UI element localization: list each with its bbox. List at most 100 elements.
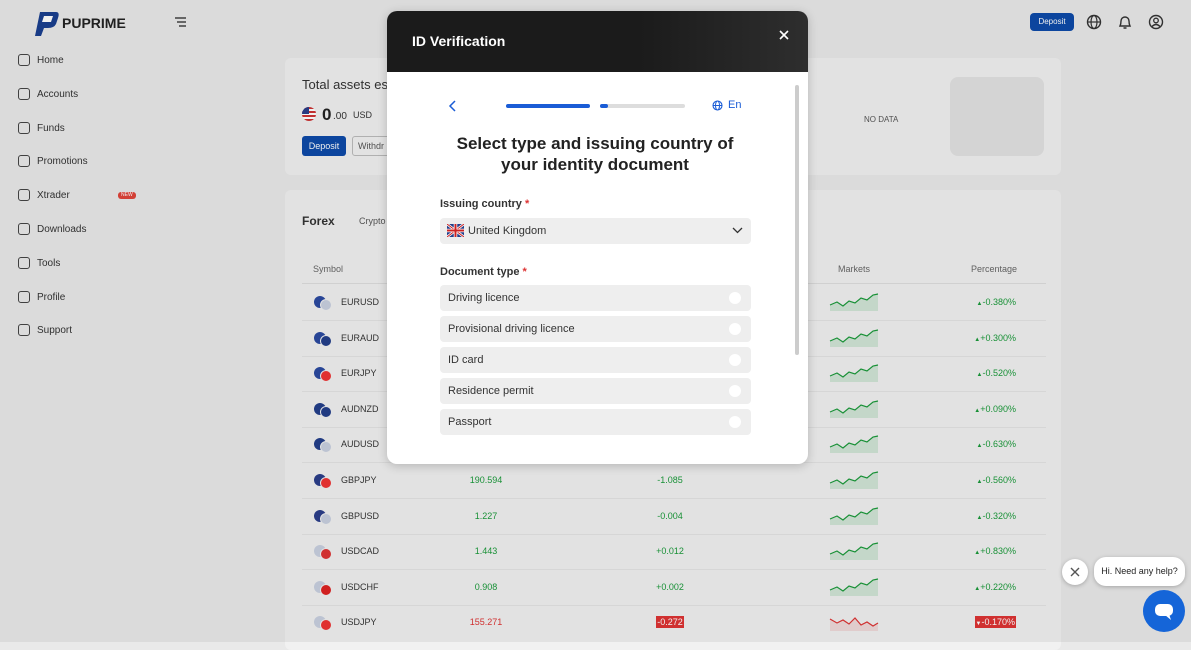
nav-icon <box>18 54 30 66</box>
price: 155.271 <box>469 617 503 628</box>
language-icon[interactable] <box>1086 14 1102 30</box>
country-select[interactable]: United Kingdom <box>440 218 751 244</box>
nav-item[interactable]: Promotions <box>37 156 88 168</box>
flag <box>320 583 332 596</box>
field-label: Document type * <box>440 266 527 278</box>
price: 0.908 <box>474 581 498 592</box>
option-label: ID card <box>448 354 484 366</box>
sparkline <box>829 507 879 525</box>
close-button[interactable] <box>778 29 790 41</box>
nav-icon <box>18 87 30 100</box>
nav-item[interactable]: Funds <box>37 122 65 134</box>
profile-icon[interactable] <box>1148 14 1164 30</box>
chat-bubble[interactable]: Hi. Need any help? <box>1094 557 1185 586</box>
chat-close[interactable] <box>1062 559 1088 585</box>
nav-item[interactable]: Tools <box>37 257 61 269</box>
scrollbar[interactable] <box>795 85 799 355</box>
tab-crypto[interactable]: Crypto <box>359 216 386 226</box>
option-label: Provisional driving licence <box>448 323 575 335</box>
nav-icon <box>18 290 30 303</box>
nav-icon <box>18 223 30 235</box>
price: 1.443 <box>474 546 498 557</box>
document-option[interactable]: ID card <box>440 347 751 373</box>
column-header: Percentage <box>971 264 1018 274</box>
symbol[interactable]: EURJPY <box>341 368 377 379</box>
radio[interactable] <box>729 385 741 397</box>
sparkline <box>829 329 879 347</box>
nav-item[interactable]: Profile <box>37 291 66 303</box>
menu-toggle[interactable] <box>174 16 187 28</box>
change-value: +0.002 <box>656 581 684 592</box>
document-option[interactable]: Residence permit <box>440 378 751 404</box>
logo-icon <box>35 12 59 36</box>
symbol[interactable]: GBPJPY <box>341 475 377 485</box>
field-label: Issuing country * <box>440 198 529 210</box>
change: -0.004 <box>630 511 710 521</box>
percentage: ▲-0.320% <box>936 511 1016 521</box>
chevron <box>732 227 743 234</box>
percentage: ▲-0.560% <box>936 475 1016 485</box>
nav-item[interactable]: Home <box>37 55 64 66</box>
required-mark: * <box>522 266 527 278</box>
sparkline <box>829 293 879 311</box>
assets-decimals: .00 <box>333 111 347 122</box>
assets-amount: 0 <box>322 105 332 124</box>
notification-icon[interactable] <box>1117 14 1133 30</box>
back-button[interactable] <box>448 100 458 112</box>
sparkline <box>829 435 879 454</box>
radio[interactable] <box>729 416 741 428</box>
nav-icon <box>18 324 30 337</box>
uk-flag <box>447 224 464 237</box>
nav-item[interactable]: Accounts <box>37 88 79 100</box>
top-deposit-button[interactable]: Deposit <box>1030 13 1074 31</box>
symbol[interactable]: GBPUSD <box>341 510 380 521</box>
radio[interactable] <box>729 292 741 304</box>
symbol[interactable]: AUDUSD <box>341 439 380 450</box>
column-header: Symbol <box>313 264 344 274</box>
usd-flag <box>302 107 316 121</box>
document-option[interactable]: Passport <box>440 409 751 435</box>
symbol[interactable]: EURAUD <box>341 332 380 343</box>
symbol[interactable]: USDCHF <box>341 581 379 592</box>
sparkline <box>829 578 879 596</box>
deposit-button[interactable]: Deposit <box>302 136 346 156</box>
percentage: ▲+0.220% <box>936 582 1016 592</box>
column-header: Markets <box>838 264 871 274</box>
change: +0.012 <box>630 546 710 556</box>
percentage: ▼-0.170% <box>936 616 1016 629</box>
symbol[interactable]: USDCAD <box>341 546 380 557</box>
nav-badge: NEW <box>118 192 136 200</box>
percentage-value: ▼-0.170% <box>974 616 1016 629</box>
percentage-value: ▲-0.560% <box>976 475 1016 485</box>
price: 190.594 <box>469 475 503 485</box>
document-option[interactable]: Provisional driving licence <box>440 316 751 342</box>
chat-launcher[interactable] <box>1143 590 1185 632</box>
language-icon[interactable] <box>712 100 723 111</box>
modal-header <box>387 11 808 72</box>
assets-title: Total assets esti <box>302 77 395 92</box>
document-option[interactable]: Driving licence <box>440 285 751 311</box>
symbol[interactable]: AUDNZD <box>341 403 379 414</box>
modal-heading: Select type and issuing country of your … <box>456 134 734 174</box>
id-verification-modal: ID Verification En Select type and issui… <box>387 11 808 464</box>
logo-text: PUPRIME <box>62 15 126 31</box>
change-value: -0.004 <box>657 510 683 521</box>
sparkline <box>829 471 879 489</box>
change: -0.272 <box>630 616 710 629</box>
radio[interactable] <box>729 323 741 335</box>
option-label: Passport <box>448 416 492 428</box>
change-value: +0.012 <box>656 546 684 557</box>
flag <box>320 405 332 418</box>
row-divider <box>302 604 1046 606</box>
flag <box>320 334 332 347</box>
percentage: ▲+0.300% <box>936 333 1016 343</box>
symbol[interactable]: USDJPY <box>341 617 377 628</box>
nav-item[interactable]: Downloads <box>37 224 87 235</box>
nav-item[interactable]: Xtrader <box>37 190 70 202</box>
symbol[interactable]: EURUSD <box>341 297 380 307</box>
tab-forex[interactable]: Forex <box>302 214 335 228</box>
radio[interactable] <box>729 354 741 366</box>
nav-item[interactable]: Support <box>37 325 73 337</box>
language-selector[interactable]: En <box>728 99 742 111</box>
